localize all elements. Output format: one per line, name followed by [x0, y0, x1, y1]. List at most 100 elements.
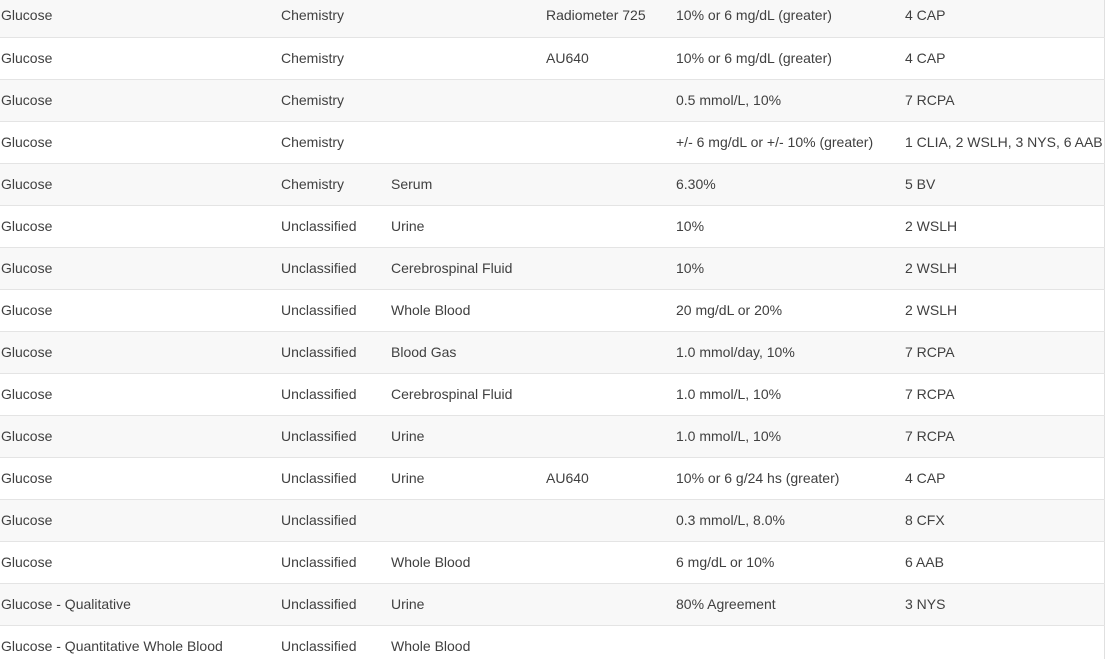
cell-source: 7 RCPA — [905, 427, 955, 444]
cell-analyte: Glucose — [1, 469, 53, 486]
cell-source: 2 WSLH — [905, 217, 958, 234]
cell-limit: 10% or 6 g/24 hs (greater) — [676, 469, 840, 486]
cell-category: Unclassified — [281, 637, 357, 654]
cell-fluid: Blood Gas — [391, 343, 457, 360]
cell-source: 6 AAB — [905, 553, 944, 570]
table-row[interactable]: Glucose Chemistry 0.5 mmol/L, 10% 7 RCPA — [0, 79, 1104, 121]
cell-analyte: Glucose - Qualitative — [1, 595, 131, 612]
cell-category: Unclassified — [281, 385, 357, 402]
cell-source: 4 CAP — [905, 7, 946, 24]
cell-analyte: Glucose — [1, 427, 53, 444]
cell-category: Chemistry — [281, 49, 345, 66]
cell-limit: 10% — [676, 217, 705, 234]
cell-limit: 1.0 mmol/L, 10% — [676, 427, 782, 444]
cell-fluid: Cerebrospinal Fluid — [391, 385, 513, 402]
table-row[interactable]: Glucose Chemistry +/- 6 mg/dL or +/- 10% (… — [0, 121, 1104, 163]
cell-category: Unclassified — [281, 217, 357, 234]
table-row[interactable]: Glucose Chemistry AU640 10% or 6 mg/dL (gre… — [0, 37, 1104, 79]
cell-fluid: Whole Blood — [391, 301, 471, 318]
cell-source: 8 CFX — [905, 511, 945, 528]
cell-instrument — [546, 373, 676, 415]
cell-instrument — [546, 415, 676, 457]
cell-source: 7 RCPA — [905, 385, 955, 402]
cell-source: 2 WSLH — [905, 301, 958, 318]
cell-fluid: Urine — [391, 427, 425, 444]
cell-source: 4 CAP — [905, 469, 946, 486]
cell-instrument: AU640 — [546, 49, 589, 66]
cell-instrument — [546, 79, 676, 121]
cell-limit: 1.0 mmol/L, 10% — [676, 385, 782, 402]
table-row[interactable]: Glucose Chemistry Radiometer 725 10% or 6 m… — [0, 0, 1104, 37]
cell-analyte: Glucose — [1, 49, 53, 66]
cell-limit: 10% or 6 mg/dL (greater) — [676, 49, 832, 66]
cell-fluid — [391, 79, 546, 121]
cell-limit — [676, 625, 905, 659]
cell-instrument — [546, 541, 676, 583]
cell-category: Chemistry — [281, 133, 345, 150]
cell-instrument — [546, 163, 676, 205]
table-row[interactable]: Glucose Chemistry Serum 6.30% 5 BV — [0, 163, 1104, 205]
cell-category: Unclassified — [281, 343, 357, 360]
table-row[interactable]: Glucose Unclassified Cerebrospinal Fluid 10… — [0, 247, 1104, 289]
cell-analyte: Glucose — [1, 343, 53, 360]
cell-analyte: Glucose — [1, 259, 53, 276]
cell-fluid: Urine — [391, 217, 425, 234]
cell-fluid: Serum — [391, 175, 433, 192]
cell-instrument — [546, 205, 676, 247]
cell-analyte: Glucose — [1, 301, 53, 318]
cell-analyte: Glucose — [1, 217, 53, 234]
cell-limit: +/- 6 mg/dL or +/- 10% (greater) — [676, 133, 874, 150]
cell-source — [905, 625, 1104, 659]
cell-source: 1 CLIA, 2 WSLH, 3 NYS, 6 AAB — [905, 133, 1103, 150]
cell-fluid — [391, 0, 546, 37]
cell-instrument — [546, 583, 676, 625]
cell-source: 5 BV — [905, 175, 936, 192]
table-row[interactable]: Glucose Unclassified Urine AU640 10% or 6 g/… — [0, 457, 1104, 499]
table-row[interactable]: Glucose - Quantitative Whole Blood Unclas… — [0, 625, 1104, 659]
cell-source: 4 CAP — [905, 49, 946, 66]
table-row[interactable]: Glucose Unclassified Cerebrospinal Fluid 1.… — [0, 373, 1104, 415]
cell-limit: 10% or 6 mg/dL (greater) — [676, 7, 832, 24]
cell-limit: 10% — [676, 259, 705, 276]
table-row[interactable]: Glucose Unclassified Urine 10% 2 WSLH — [0, 205, 1104, 247]
cell-instrument — [546, 121, 676, 163]
cell-analyte: Glucose — [1, 91, 53, 108]
cell-instrument — [546, 247, 676, 289]
table-row[interactable]: Glucose Unclassified 0.3 mmol/L, 8.0% 8 CFX — [0, 499, 1104, 541]
cell-fluid: Whole Blood — [391, 553, 471, 570]
cell-limit: 6 mg/dL or 10% — [676, 553, 775, 570]
cell-fluid: Urine — [391, 469, 425, 486]
cell-fluid: Whole Blood — [391, 637, 471, 654]
cell-analyte: Glucose — [1, 511, 53, 528]
cell-category: Chemistry — [281, 175, 345, 192]
cell-limit: 20 mg/dL or 20% — [676, 301, 783, 318]
cell-category: Unclassified — [281, 301, 357, 318]
cell-source: 7 RCPA — [905, 91, 955, 108]
cell-fluid — [391, 37, 546, 79]
cell-limit: 0.5 mmol/L, 10% — [676, 91, 782, 108]
cell-source: 2 WSLH — [905, 259, 958, 276]
cell-fluid — [391, 121, 546, 163]
cell-analyte: Glucose — [1, 175, 53, 192]
table-row[interactable]: Glucose - Qualitative Unclassified Urine 80… — [0, 583, 1104, 625]
cell-limit: 80% Agreement — [676, 595, 776, 612]
cell-category: Chemistry — [281, 91, 345, 108]
table-row[interactable]: Glucose Unclassified Whole Blood 20 mg/dL o… — [0, 289, 1104, 331]
cell-analyte: Glucose - Quantitative Whole Blood — [1, 637, 223, 654]
cell-fluid: Cerebrospinal Fluid — [391, 259, 513, 276]
cell-category: Unclassified — [281, 259, 357, 276]
cell-limit: 0.3 mmol/L, 8.0% — [676, 511, 785, 528]
table-row[interactable]: Glucose Unclassified Urine 1.0 mmol/L, 10% 7… — [0, 415, 1104, 457]
cell-fluid: Urine — [391, 595, 425, 612]
cell-analyte: Glucose — [1, 7, 53, 24]
table-row[interactable]: Glucose Unclassified Whole Blood 6 mg/dL or… — [0, 541, 1104, 583]
cell-analyte: Glucose — [1, 553, 53, 570]
cell-category: Unclassified — [281, 595, 357, 612]
cell-analyte: Glucose — [1, 133, 53, 150]
cell-source: 7 RCPA — [905, 343, 955, 360]
cell-instrument — [546, 625, 676, 659]
table-row[interactable]: Glucose Unclassified Blood Gas 1.0 mmol/day… — [0, 331, 1104, 373]
cell-limit: 1.0 mmol/day, 10% — [676, 343, 795, 360]
